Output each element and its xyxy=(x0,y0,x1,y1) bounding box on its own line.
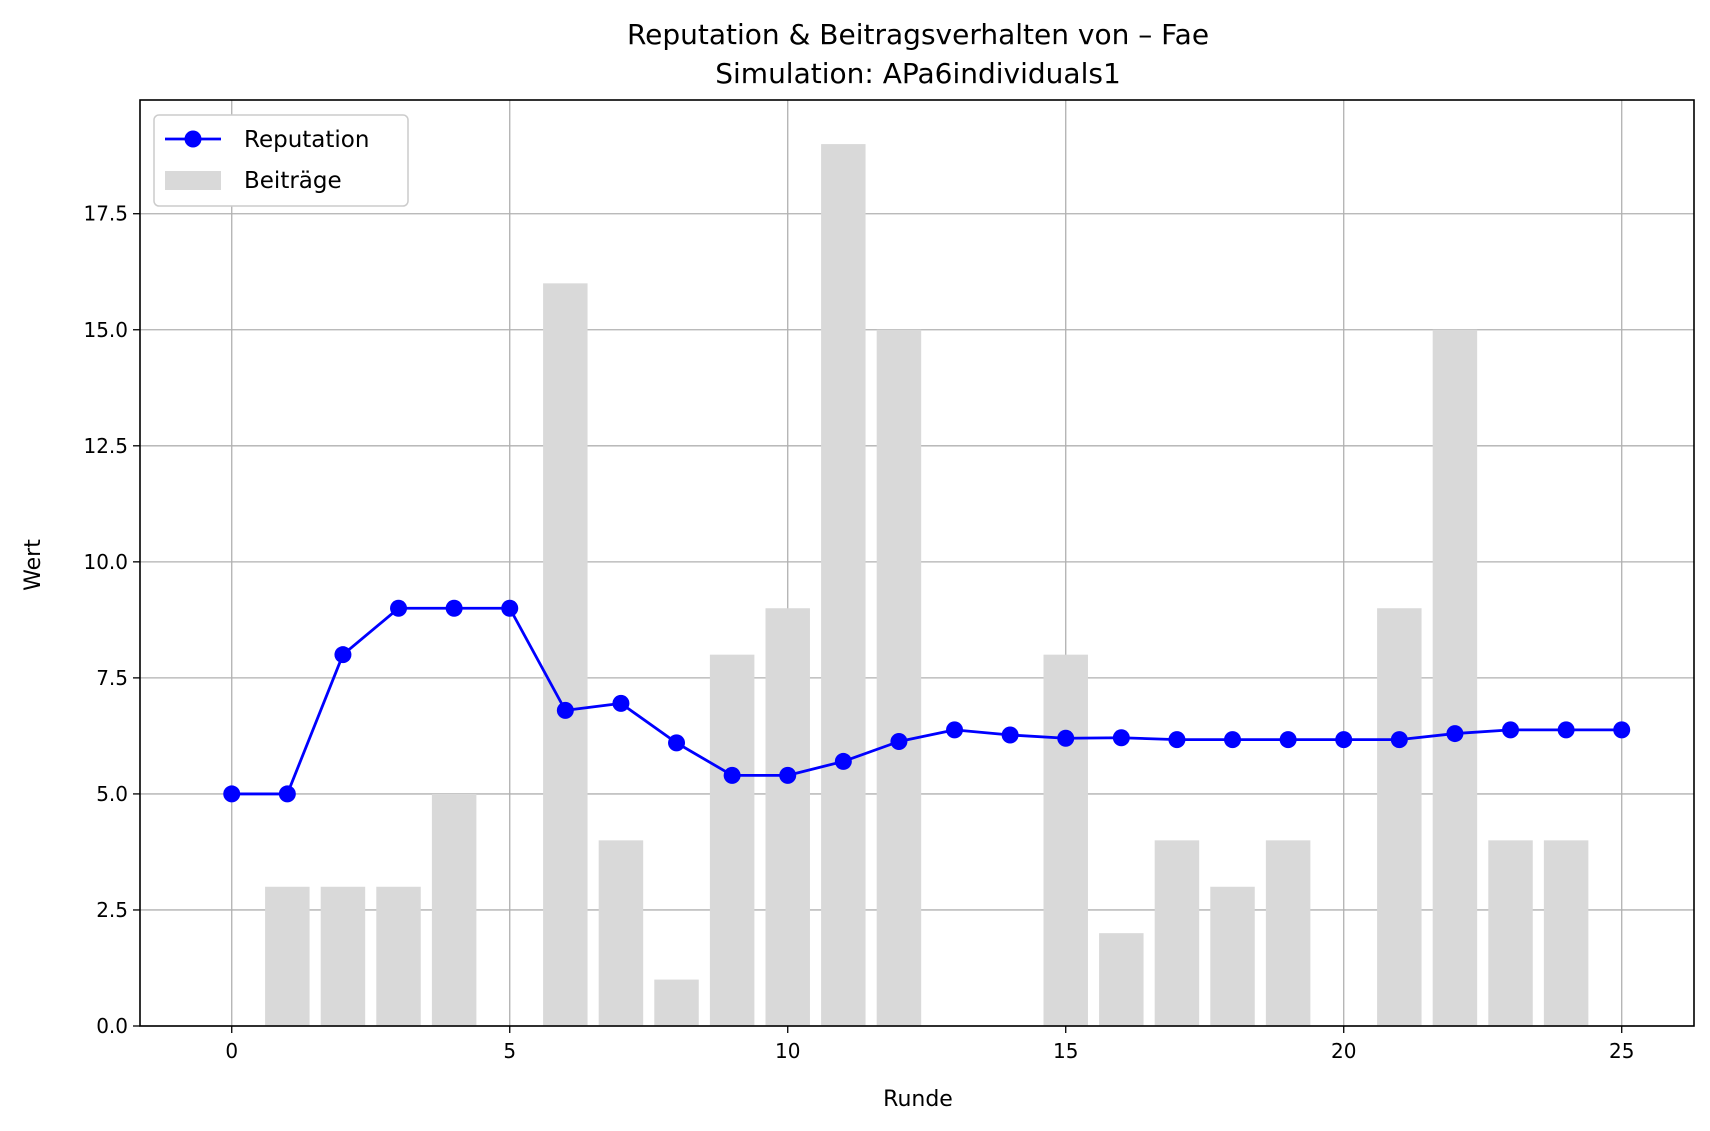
bar xyxy=(265,886,310,1026)
bar xyxy=(1543,840,1589,1026)
reputation-point xyxy=(834,752,852,770)
reputation-point xyxy=(1446,725,1464,743)
bar xyxy=(654,979,699,1026)
bar xyxy=(821,144,866,1027)
reputation-point xyxy=(556,701,574,719)
y-tick-label: 5.0 xyxy=(96,782,128,806)
line-series xyxy=(223,599,1631,803)
reputation-point xyxy=(501,599,519,617)
bar xyxy=(709,654,755,1026)
bar xyxy=(876,329,922,1026)
reputation-point xyxy=(223,785,241,803)
x-tick-label: 10 xyxy=(775,1039,800,1063)
y-tick-label: 2.5 xyxy=(96,898,128,922)
y-axis-label: Wert xyxy=(21,539,46,591)
reputation-point xyxy=(1613,721,1631,739)
reputation-point xyxy=(1112,729,1130,747)
legend: Reputation Beiträge xyxy=(153,114,409,207)
reputation-point xyxy=(1557,721,1575,739)
y-tick-label: 7.5 xyxy=(96,666,128,690)
reputation-point xyxy=(1502,721,1520,739)
y-tick-label: 0.0 xyxy=(96,1014,128,1038)
legend-label-beitraege: Beiträge xyxy=(244,168,342,194)
bar xyxy=(598,840,644,1026)
plot-frame xyxy=(139,99,1695,1027)
bar xyxy=(1043,654,1088,1026)
chart-subtitle: Simulation: APa6individuals1 xyxy=(715,57,1121,90)
reputation-point xyxy=(1168,731,1186,749)
bar xyxy=(543,283,588,1026)
y-tick-label: 10.0 xyxy=(83,550,128,574)
x-tick-label: 0 xyxy=(225,1039,238,1063)
bar xyxy=(1210,886,1255,1026)
bar xyxy=(1488,840,1533,1026)
bar xyxy=(1377,608,1422,1026)
reputation-point xyxy=(946,721,964,739)
bar-series xyxy=(265,144,1589,1027)
x-tick-label: 25 xyxy=(1609,1039,1634,1063)
bar xyxy=(320,886,366,1026)
reputation-point xyxy=(445,599,463,617)
reputation-line xyxy=(231,606,1622,796)
y-tick-label: 12.5 xyxy=(83,434,128,458)
bar xyxy=(1099,933,1144,1026)
reputation-point xyxy=(278,785,296,803)
reputation-point xyxy=(1001,726,1019,744)
reputation-point xyxy=(779,766,797,784)
bar xyxy=(1265,840,1311,1026)
x-axis-label: Runde xyxy=(883,1087,953,1112)
reputation-point xyxy=(1335,731,1353,749)
bar xyxy=(1154,840,1200,1026)
legend-label-reputation: Reputation xyxy=(244,127,369,153)
reputation-point xyxy=(1279,731,1297,749)
bar xyxy=(431,793,477,1026)
y-tick-label: 15.0 xyxy=(83,318,128,342)
legend-reputation-marker-icon xyxy=(184,130,202,148)
reputation-point xyxy=(1057,729,1075,747)
reputation-point xyxy=(612,694,630,712)
x-tick-label: 15 xyxy=(1053,1039,1078,1063)
reputation-point xyxy=(334,646,352,664)
reputation-point xyxy=(668,734,686,752)
reputation-point xyxy=(890,732,908,750)
reputation-point xyxy=(1390,731,1408,749)
y-tick-label: 17.5 xyxy=(83,202,128,226)
legend-beitraege-swatch-icon xyxy=(165,171,221,190)
x-tick-label: 5 xyxy=(503,1039,516,1063)
reputation-point xyxy=(390,599,408,617)
axis-ticks: 0 5 10 15 20 25 0.0 2.5 5.0 7.5 10.0 12.5 15.0 17.5 xyxy=(83,202,1634,1063)
bar xyxy=(376,886,421,1026)
reputation-point xyxy=(1224,731,1242,749)
chart-title: Reputation & Beitragsverhalten von – Fae xyxy=(627,18,1209,51)
bar xyxy=(765,608,810,1026)
x-tick-label: 20 xyxy=(1331,1039,1356,1063)
bar xyxy=(1432,329,1478,1026)
reputation-point xyxy=(723,766,741,784)
